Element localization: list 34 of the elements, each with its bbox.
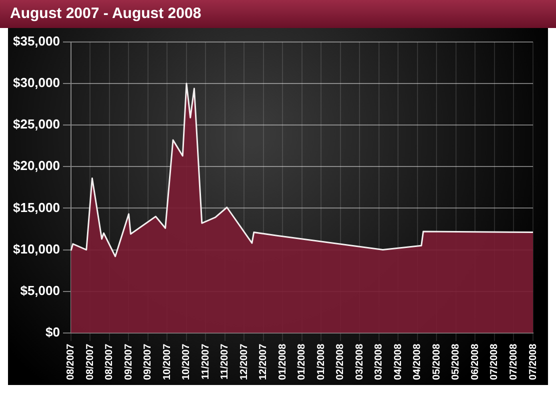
x-tick-label: 12/2007	[258, 343, 270, 380]
x-tick-label: 07/2008	[528, 343, 539, 380]
x-tick-label: 08/2007	[66, 343, 77, 380]
x-tick-label: 10/2007	[162, 343, 173, 380]
x-tick-label: 06/2008	[470, 343, 481, 380]
y-tick-label: $25,000	[12, 116, 60, 132]
x-tick-label: 11/2007	[220, 343, 231, 380]
x-tick-label: 08/2007	[104, 343, 116, 380]
x-tick-label: 02/2008	[335, 343, 346, 380]
x-tick-label: 05/2008	[432, 343, 442, 380]
x-tick-label: 08/2007	[84, 343, 96, 380]
x-tick-label: 12/2007	[238, 343, 250, 380]
x-tick-label: 04/2008	[393, 343, 404, 380]
x-tick-label: 05/2008	[450, 343, 462, 380]
chart-title: August 2007 - August 2008	[0, 0, 556, 28]
x-tick-label: 09/2007	[142, 343, 154, 380]
y-tick-label: $15,000	[12, 200, 60, 215]
y-tick-label: $0	[46, 324, 60, 340]
x-tick-label: 03/2008	[374, 343, 385, 380]
y-tick-label: $20,000	[12, 158, 60, 174]
y-tick-label: $35,000	[12, 34, 60, 49]
x-tick-label: 01/2008	[277, 343, 288, 380]
x-tick-label: 01/2008	[316, 343, 327, 380]
x-tick-label: 04/2008	[412, 343, 424, 380]
x-tick-label: 10/2007	[181, 343, 192, 380]
x-tick-label: 03/2008	[354, 343, 366, 380]
y-tick-label: $30,000	[12, 75, 60, 90]
x-tick-label: 07/2008	[489, 343, 500, 380]
x-tick-label: 01/2008	[296, 343, 308, 380]
y-tick-label: $5,000	[20, 282, 60, 298]
x-tick-label: 09/2007	[123, 343, 134, 380]
x-tick-label: 11/2007	[200, 343, 212, 380]
y-tick-label: $10,000	[12, 241, 60, 256]
x-tick-label: 07/2008	[508, 343, 520, 380]
